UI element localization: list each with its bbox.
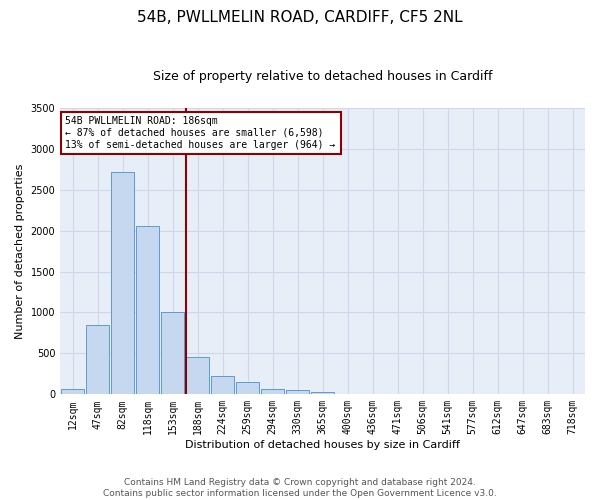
Bar (211, 376, 234, 394)
Bar (86, 324, 109, 394)
Bar (187, 356, 209, 395)
Text: Contains HM Land Registry data © Crown copyright and database right 2024.
Contai: Contains HM Land Registry data © Crown c… (103, 478, 497, 498)
Bar (161, 312, 184, 394)
Bar (286, 390, 309, 394)
Bar (262, 389, 284, 394)
Text: 54B PWLLMELIN ROAD: 186sqm
← 87% of detached houses are smaller (6,598)
13% of s: 54B PWLLMELIN ROAD: 186sqm ← 87% of deta… (65, 116, 335, 150)
Bar (112, 172, 134, 394)
Bar (311, 392, 334, 394)
Text: 54B, PWLLMELIN ROAD, CARDIFF, CF5 2NL: 54B, PWLLMELIN ROAD, CARDIFF, CF5 2NL (137, 10, 463, 25)
Bar (61, 390, 84, 394)
X-axis label: Distribution of detached houses by size in Cardiff: Distribution of detached houses by size … (185, 440, 460, 450)
Bar (236, 382, 259, 394)
Y-axis label: Number of detached properties: Number of detached properties (15, 164, 25, 338)
Bar (136, 226, 159, 394)
Title: Size of property relative to detached houses in Cardiff: Size of property relative to detached ho… (153, 70, 493, 83)
